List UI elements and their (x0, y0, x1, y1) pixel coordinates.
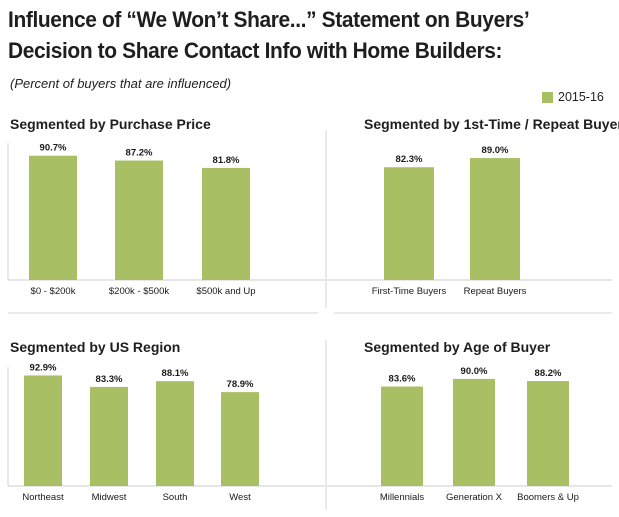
x-tick-label: $0 - $200k (31, 286, 76, 297)
chart-panel-2: Segmented by 1st-Time / Repeat Buyer 82.3… (327, 116, 619, 297)
x-tick-label: South (163, 492, 188, 503)
bar (156, 381, 194, 486)
bar (527, 381, 569, 486)
bar (29, 155, 77, 280)
data-label: 83.6% (389, 374, 416, 385)
bar (381, 386, 423, 486)
data-label: 90.0% (461, 366, 488, 377)
chart-title-line-2: Decision to Share Contact Info with Home… (8, 38, 503, 63)
data-label: 81.8% (213, 155, 240, 166)
data-label: 90.7% (40, 143, 67, 154)
x-tick-label: Millennials (380, 492, 425, 503)
legend: 2015-16 (542, 90, 604, 104)
legend-swatch (542, 91, 553, 103)
panel-title: Segmented by US Region (10, 339, 180, 355)
panel-title: Segmented by 1st-Time / Repeat Buyer (364, 116, 619, 132)
data-label: 78.9% (227, 379, 254, 390)
data-label: 88.1% (162, 368, 189, 379)
bar (221, 392, 259, 486)
panel-title: Segmented by Purchase Price (10, 116, 211, 132)
data-label: 92.9% (30, 362, 57, 373)
chart-panel-1: Segmented by Purchase Price 90.7% $0 - $20… (7, 116, 325, 297)
x-tick-label: West (229, 492, 251, 503)
chart-title-line-1: Influence of “We Won’t Share...” Stateme… (8, 7, 530, 32)
x-tick-label: Repeat Buyers (464, 286, 527, 297)
data-label: 82.3% (396, 154, 423, 165)
data-label: 89.0% (482, 145, 509, 156)
data-label: 88.2% (535, 368, 562, 379)
data-label: 87.2% (126, 148, 153, 159)
chart-subtitle: (Percent of buyers that are influenced) (10, 76, 232, 91)
x-tick-label: Northeast (22, 492, 64, 503)
bar (453, 378, 495, 486)
chart-panel-4: Segmented by Age of Buyer 83.6% Millennial… (327, 339, 612, 503)
bar (115, 160, 163, 280)
x-tick-label: Generation X (446, 492, 503, 503)
legend-label: 2015-16 (558, 90, 604, 104)
x-tick-label: Boomers & Up (517, 492, 579, 503)
bar (384, 167, 434, 280)
chart-panel-3: Segmented by US Region 92.9% Northeast 83.3… (7, 339, 325, 503)
x-tick-label: $500k and Up (196, 286, 255, 297)
x-tick-label: First-Time Buyers (372, 286, 447, 297)
bar (470, 158, 520, 280)
x-tick-label: $200k - $500k (109, 286, 169, 297)
bar (24, 375, 62, 486)
bar (90, 386, 128, 486)
panel-title: Segmented by Age of Buyer (364, 339, 551, 355)
x-tick-label: Midwest (92, 492, 127, 503)
chart-title: Influence of “We Won’t Share...” Stateme… (8, 4, 571, 66)
data-label: 83.3% (96, 374, 123, 385)
bar (202, 167, 250, 280)
